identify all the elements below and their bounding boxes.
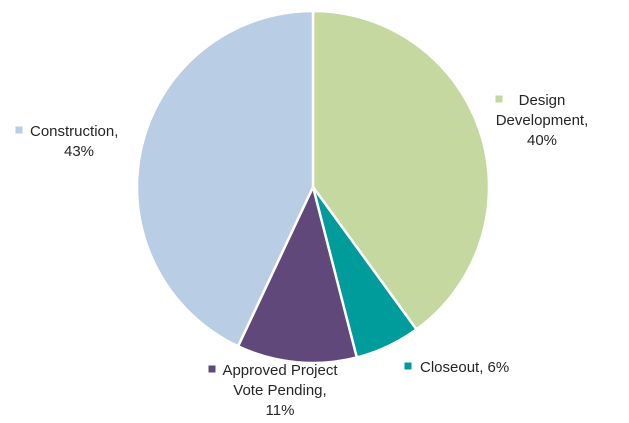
slice-label-approved-project-vote-pending: Approved Project Vote Pending, 11% [208,362,338,419]
slice-labels: Design Development, 40% Closeout, 6% Approve… [15,92,589,419]
slice-label-text: Development, [496,112,589,129]
slice-label-design-development: Design Development, 40% [495,92,589,149]
legend-marker [208,365,216,373]
slice-label-construction: Construction, 43% [15,123,118,160]
slice-label-text: Closeout, 6% [420,359,509,376]
slice-label-closeout: Closeout, 6% [404,359,509,376]
slice-label-text: Construction, [30,123,118,140]
slice-label-text: Design [519,92,566,109]
legend-marker [495,95,503,103]
slice-label-text: 11% [266,402,295,419]
pie-slice-approved-project-vote-pending [236,185,359,365]
legend-marker [404,362,412,370]
slice-label-text: Approved Project [222,362,338,379]
legend-marker [15,126,23,134]
pie-slice-design-development [311,9,491,331]
pie-slice-construction [135,9,315,348]
slice-label-text: 43% [64,143,94,160]
slice-label-text: 40% [527,132,557,149]
pie-slices [135,9,491,365]
slice-label-text: Vote Pending, [233,382,326,399]
